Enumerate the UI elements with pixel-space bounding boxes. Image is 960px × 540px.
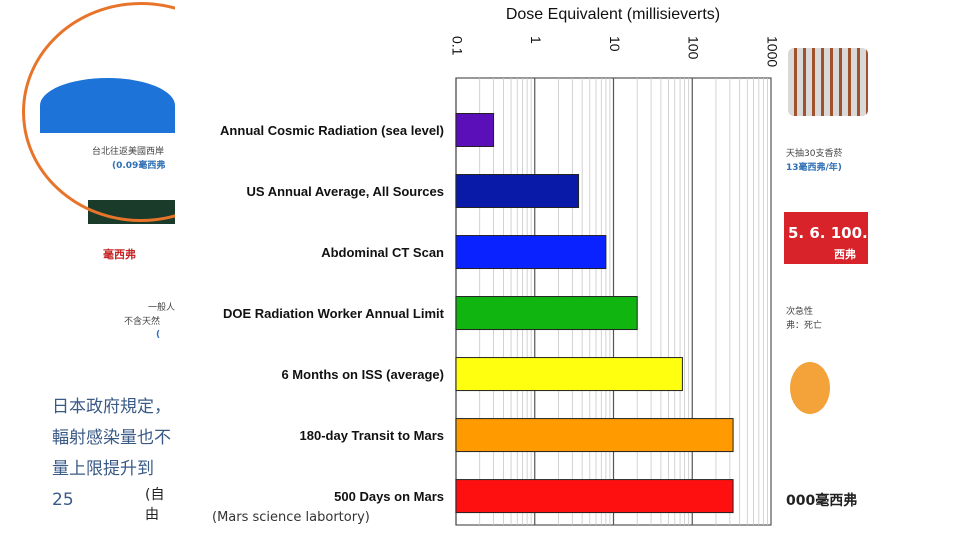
bar: [455, 418, 734, 453]
x-tick-label: 1: [528, 36, 544, 44]
chart-title: Dose Equivalent (millisieverts): [506, 6, 720, 23]
bg-text-japan-1: 日本政府規定，: [52, 397, 171, 417]
bg-text-scale: 5. 6. 100.: [788, 224, 868, 242]
dose-chart-svg: Dose Equivalent (millisieverts) 0.1 1 10 100…: [220, 6, 778, 526]
bg-text-subacute: 次急性: [786, 307, 814, 317]
category-label: Abdominal CT Scan: [321, 245, 444, 260]
bar: [455, 235, 607, 270]
bar: [455, 479, 734, 514]
x-tick-label: 1000: [764, 36, 778, 67]
bg-text-death: 弗：死亡: [786, 321, 823, 331]
bar: [455, 357, 683, 392]
caption: (Mars science labortory): [212, 510, 370, 525]
category-label: US Annual Average, All Sources: [247, 184, 444, 199]
bg-text-cigarettes-dose: 13毫西弗/年): [786, 163, 842, 173]
bg-text-japan-3: 量上限提升到25: [52, 459, 154, 510]
bar: [455, 113, 495, 147]
red-scale-bar: 5. 6. 100. 西弗: [784, 212, 868, 264]
dose-chart: Dose Equivalent (millisieverts) 0.1 1 10 100…: [175, 0, 778, 540]
bar: [455, 174, 580, 209]
bg-text-cigarettes: 天抽30支香菸: [786, 149, 843, 159]
category-label: Annual Cosmic Radiation (sea level): [220, 123, 444, 138]
cartoon-face-illustration: [790, 362, 830, 414]
bar: [455, 296, 638, 331]
bg-text-unit: 毫西弗: [103, 248, 136, 261]
x-tick-label: 0.1: [449, 36, 465, 56]
x-tick-label: 100: [686, 36, 702, 60]
x-tick-label: 10: [607, 36, 623, 52]
bg-text-dose-bottom: 000毫西弗: [786, 493, 858, 509]
bg-text-japan-2: 輻射感染量也不: [52, 428, 171, 448]
bg-text-sievert: 西弗: [834, 248, 856, 261]
category-label: 6 Months on ISS (average): [281, 367, 444, 382]
bg-text-general: 一般人: [148, 303, 175, 313]
cigarettes-illustration: [788, 48, 868, 116]
category-label: 180-day Transit to Mars: [300, 428, 445, 443]
bg-text-natural: 不含天然: [124, 317, 161, 327]
bg-text-source: (自由: [145, 487, 165, 523]
bg-text-paren: (: [156, 330, 161, 340]
category-label: DOE Radiation Worker Annual Limit: [223, 306, 445, 321]
category-label: 500 Days on Mars: [334, 489, 444, 504]
